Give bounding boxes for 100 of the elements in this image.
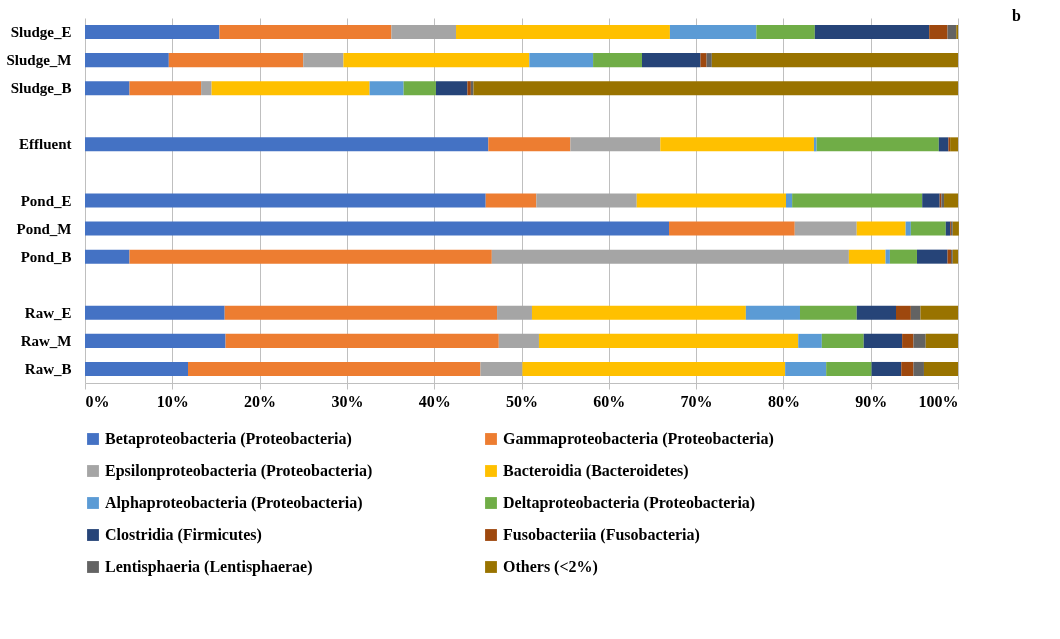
bar <box>85 137 489 152</box>
bar <box>856 221 906 236</box>
legend-label: Lentisphaeria (Lentisphaerae) <box>105 558 313 576</box>
x-tick-label: 40% <box>418 392 451 410</box>
bar <box>905 221 911 236</box>
bar <box>920 305 958 320</box>
x-tick-label: 60% <box>593 392 626 410</box>
bar <box>188 361 481 376</box>
bar <box>473 81 958 96</box>
bar <box>929 25 948 40</box>
bar <box>902 333 914 348</box>
bar <box>848 249 886 264</box>
x-tick-label: 80% <box>767 392 800 410</box>
bar <box>129 249 492 264</box>
bar <box>792 193 923 208</box>
bar <box>916 249 948 264</box>
bar <box>922 193 940 208</box>
bar <box>885 249 890 264</box>
y-tick-label: Sludge_B <box>10 80 72 97</box>
bar <box>522 361 786 376</box>
legend-label: Clostridia (Firmicutes) <box>105 526 262 544</box>
x-tick-label: 100% <box>918 392 959 410</box>
legend-label: Bacteroidia (Bacteroidetes) <box>503 462 689 480</box>
bar <box>85 305 225 320</box>
bar <box>369 81 404 96</box>
bar <box>945 221 951 236</box>
bar <box>636 193 787 208</box>
legend-label: Alphaproteobacteria (Proteobacteria) <box>105 494 363 512</box>
bar <box>488 137 571 152</box>
bar <box>669 221 795 236</box>
y-tick-label: Effluent <box>19 136 72 153</box>
legend-label: Others (<2%) <box>503 558 598 576</box>
text: b <box>1011 7 1021 24</box>
bar <box>826 361 872 376</box>
bar <box>785 361 827 376</box>
legend-label: Fusobacteriia (Fusobacteria) <box>503 526 700 544</box>
bar <box>224 305 498 320</box>
bar <box>910 305 921 320</box>
bar <box>480 361 523 376</box>
bar <box>863 333 903 348</box>
bar <box>816 137 939 152</box>
bar <box>756 25 815 40</box>
bar <box>85 333 226 348</box>
bar <box>923 361 958 376</box>
bar <box>913 333 926 348</box>
bar <box>303 53 344 68</box>
bar <box>225 333 499 348</box>
bar <box>745 305 800 320</box>
bar <box>952 249 958 264</box>
bar <box>435 81 468 96</box>
bar <box>798 333 822 348</box>
legend-label: Betaproteobacteria (Proteobacteria) <box>105 430 352 448</box>
bar <box>913 361 924 376</box>
bar <box>491 249 849 264</box>
bar <box>889 249 917 264</box>
bar <box>85 249 130 264</box>
bar <box>814 25 930 40</box>
legend-label: Deltaproteobacteria (Proteobacteria) <box>503 494 756 512</box>
x-tick-label: 0% <box>85 392 110 410</box>
bar <box>497 305 532 320</box>
bar <box>403 81 436 96</box>
bar <box>201 81 212 96</box>
bar <box>343 53 530 68</box>
bar <box>85 25 220 40</box>
y-tick-label: Raw_M <box>20 332 72 349</box>
bar <box>901 361 914 376</box>
bar <box>821 333 864 348</box>
bar <box>799 305 857 320</box>
bar <box>700 53 707 68</box>
bar <box>711 53 958 68</box>
bar <box>794 221 857 236</box>
bar <box>856 305 897 320</box>
y-tick-label: Sludge_M <box>6 52 72 69</box>
bar <box>85 53 169 68</box>
y-tick-label: Pond_M <box>16 220 72 237</box>
bar <box>910 221 946 236</box>
y-tick-label: Raw_E <box>24 304 72 321</box>
bar <box>168 53 304 68</box>
x-tick-label: 90% <box>855 392 888 410</box>
bar <box>947 25 957 40</box>
bar <box>669 25 757 40</box>
bar <box>485 193 537 208</box>
bar <box>85 361 189 376</box>
bar <box>938 137 949 152</box>
bar <box>498 333 539 348</box>
bar <box>529 53 594 68</box>
bar <box>536 193 637 208</box>
bar <box>129 81 202 96</box>
bar <box>660 137 814 152</box>
x-tick-label: 20% <box>244 392 277 410</box>
bar <box>538 333 799 348</box>
legend-label: Epsilonproteobacteria (Proteobacteria) <box>105 462 373 480</box>
bar <box>944 193 958 208</box>
bar <box>570 137 661 152</box>
y-tick-label: Sludge_E <box>10 24 72 41</box>
x-tick-label: 30% <box>331 392 364 410</box>
legend-label: Gammaproteobacteria (Proteobacteria) <box>503 430 774 448</box>
bar <box>950 137 958 152</box>
bar <box>871 361 902 376</box>
bar <box>219 25 392 40</box>
